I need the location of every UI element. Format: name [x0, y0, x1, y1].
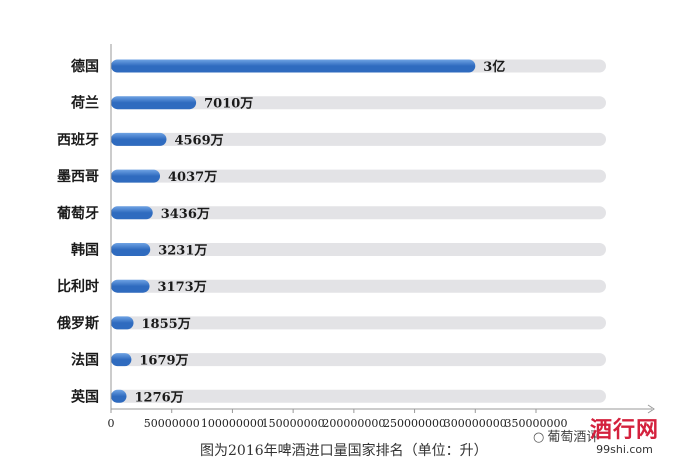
bar [111, 206, 153, 220]
value-label: 1276万 [134, 390, 183, 405]
bar [111, 353, 132, 367]
x-tick-label: 350000000 [505, 417, 568, 430]
value-labels: 3亿 7010万 4569万 4037万 3436万 3231万 3173万 1855万 167… [134, 59, 505, 405]
x-tick-label: 100000000 [201, 417, 264, 430]
bar-track [111, 132, 606, 146]
bar-tracks [111, 59, 606, 403]
axes [110, 44, 655, 414]
bar-track [111, 169, 606, 183]
value-label: 3173万 [158, 280, 207, 295]
value-label: 1679万 [139, 354, 188, 369]
category-label: 西班牙 [57, 131, 99, 148]
x-tick-label: 200000000 [322, 417, 385, 430]
x-tick-labels: 0 50000000 1000000001500000002000000002500… [108, 417, 568, 430]
bar [111, 316, 134, 330]
bar-track [111, 353, 606, 367]
x-axis-arrow [647, 404, 655, 414]
category-label: 葡萄牙 [56, 205, 99, 222]
watermark-text: 葡萄酒评 [547, 430, 600, 445]
category-label: 比利时 [57, 278, 99, 295]
bar-track [111, 206, 606, 220]
value-label: 4037万 [168, 170, 217, 185]
bar [111, 389, 127, 403]
value-label: 3亿 [483, 59, 505, 75]
bar-track [111, 96, 606, 110]
category-label: 法国 [71, 352, 99, 369]
wechat-icon: ○ [533, 430, 545, 445]
x-tick-label: 50000000 [144, 417, 200, 430]
bar [111, 96, 197, 110]
bar [111, 169, 161, 183]
bar [111, 59, 476, 73]
x-tick-label: 300000000 [444, 417, 507, 430]
bar-track [111, 389, 606, 403]
bar-track [111, 316, 606, 330]
site-logo: 酒行网 99shi.com [590, 418, 660, 456]
value-label: 3231万 [158, 244, 207, 259]
bar [111, 132, 167, 146]
bar [111, 243, 151, 256]
category-label: 英国 [70, 388, 99, 405]
category-label: 俄罗斯 [56, 315, 99, 332]
value-label: 3436万 [161, 207, 210, 222]
category-label: 韩国 [71, 242, 99, 259]
category-label: 墨西哥 [57, 169, 99, 185]
category-label: 荷兰 [70, 95, 99, 112]
x-tick-label: 150000000 [262, 417, 325, 430]
bar-track [111, 243, 606, 256]
chart-caption: 图为2016年啤酒进口量国家排名（单位：升） [200, 443, 488, 459]
x-tick-label: 0 [108, 417, 115, 430]
value-label: 1855万 [142, 317, 191, 332]
wechat-watermark: ○ 葡萄酒评 [533, 426, 599, 445]
value-label: 7010万 [204, 97, 253, 112]
logo-url: 99shi.com [596, 443, 653, 456]
x-tick-label: 250000000 [383, 417, 446, 430]
bar [111, 279, 150, 293]
bars [111, 59, 476, 403]
bar-track [111, 279, 606, 293]
logo-mark: 酒行网 [590, 418, 660, 443]
category-label: 德国 [71, 58, 99, 75]
value-label: 4569万 [174, 133, 223, 148]
